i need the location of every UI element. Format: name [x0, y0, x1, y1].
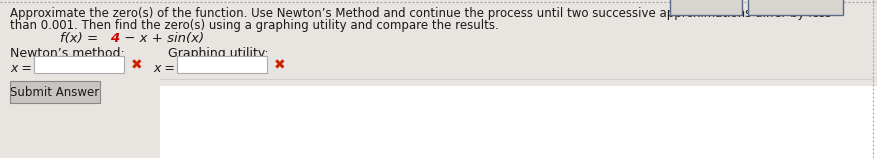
- Text: Approximate the zero(s) of the function. Use Newton’s Method and continue the pr: Approximate the zero(s) of the function.…: [10, 7, 831, 20]
- Bar: [177, 56, 267, 73]
- Text: ✖: ✖: [274, 58, 286, 72]
- Text: Newton’s method:: Newton’s method:: [10, 47, 125, 60]
- Bar: [34, 56, 124, 73]
- Text: x =: x =: [153, 62, 175, 75]
- Bar: [160, 86, 877, 158]
- Text: x =: x =: [10, 62, 32, 75]
- Text: Graphing utility:: Graphing utility:: [168, 47, 268, 60]
- Text: ✖: ✖: [131, 58, 143, 72]
- Bar: [10, 81, 100, 103]
- Text: 4: 4: [110, 32, 119, 45]
- Text: f(x) =: f(x) =: [60, 32, 103, 45]
- Bar: [670, 0, 742, 15]
- Bar: [748, 0, 843, 15]
- Text: − x + sin(x): − x + sin(x): [120, 32, 204, 45]
- Text: Submit Answer: Submit Answer: [11, 85, 100, 98]
- Text: than 0.001. Then find the zero(s) using a graphing utility and compare the resul: than 0.001. Then find the zero(s) using …: [10, 19, 499, 32]
